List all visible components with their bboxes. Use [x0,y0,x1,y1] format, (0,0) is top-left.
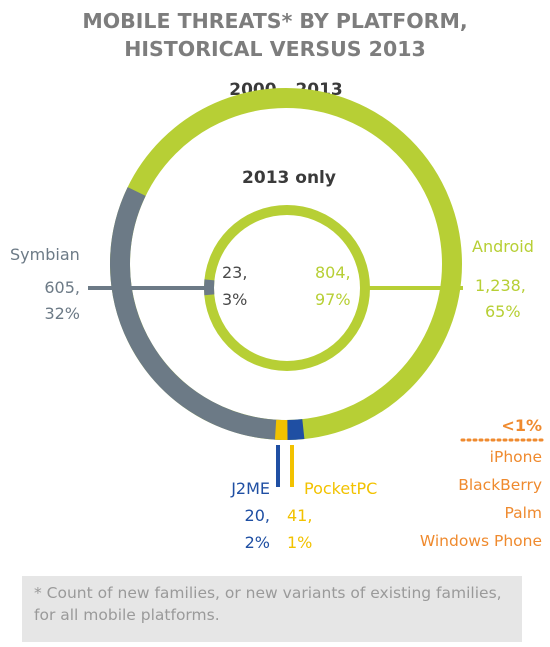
j2me-value: 20, [245,506,270,525]
symbian-label: Symbian [10,245,80,264]
minor-item-blackberry: BlackBerry [458,476,542,494]
outer-ring [110,88,462,440]
minor-group-header: <1% [501,416,542,435]
j2me-label: J2ME [230,479,270,498]
android-value: 1,238, [475,276,526,295]
minor-item-iphone: iPhone [490,448,542,466]
outer-ring-symbian-slice [110,187,282,440]
outer-ring-j2me-slice [286,419,305,440]
android-label: Android [472,237,534,256]
pocketpc-pct: 1% [287,533,312,552]
android-pct: 65% [485,302,521,321]
symbian-value: 605, [44,278,80,297]
chart-title-line-2: HISTORICAL VERSUS 2013 [124,37,426,61]
symbian-pct: 32% [44,304,80,323]
inner-other-pct: 3% [222,290,247,309]
inner-android-value: 804, [315,263,351,282]
inner-ring [204,205,370,371]
pocketpc-value: 41, [287,506,312,525]
footnote: * Count of new families, or new variants… [34,584,502,624]
pocketpc-label: PocketPC [304,479,377,498]
footnote-box [22,576,522,642]
minor-item-windows-phone: Windows Phone [420,532,542,550]
minor-item-palm: Palm [504,504,542,522]
j2me-pct: 2% [245,533,270,552]
inner-other-value: 23, [222,263,247,282]
chart-title-line-1: MOBILE THREATS* BY PLATFORM, [82,9,467,33]
inner-ring-label: 2013 only [242,168,336,188]
inner-ring-android-slice [204,205,370,371]
inner-android-pct: 97% [315,290,351,309]
